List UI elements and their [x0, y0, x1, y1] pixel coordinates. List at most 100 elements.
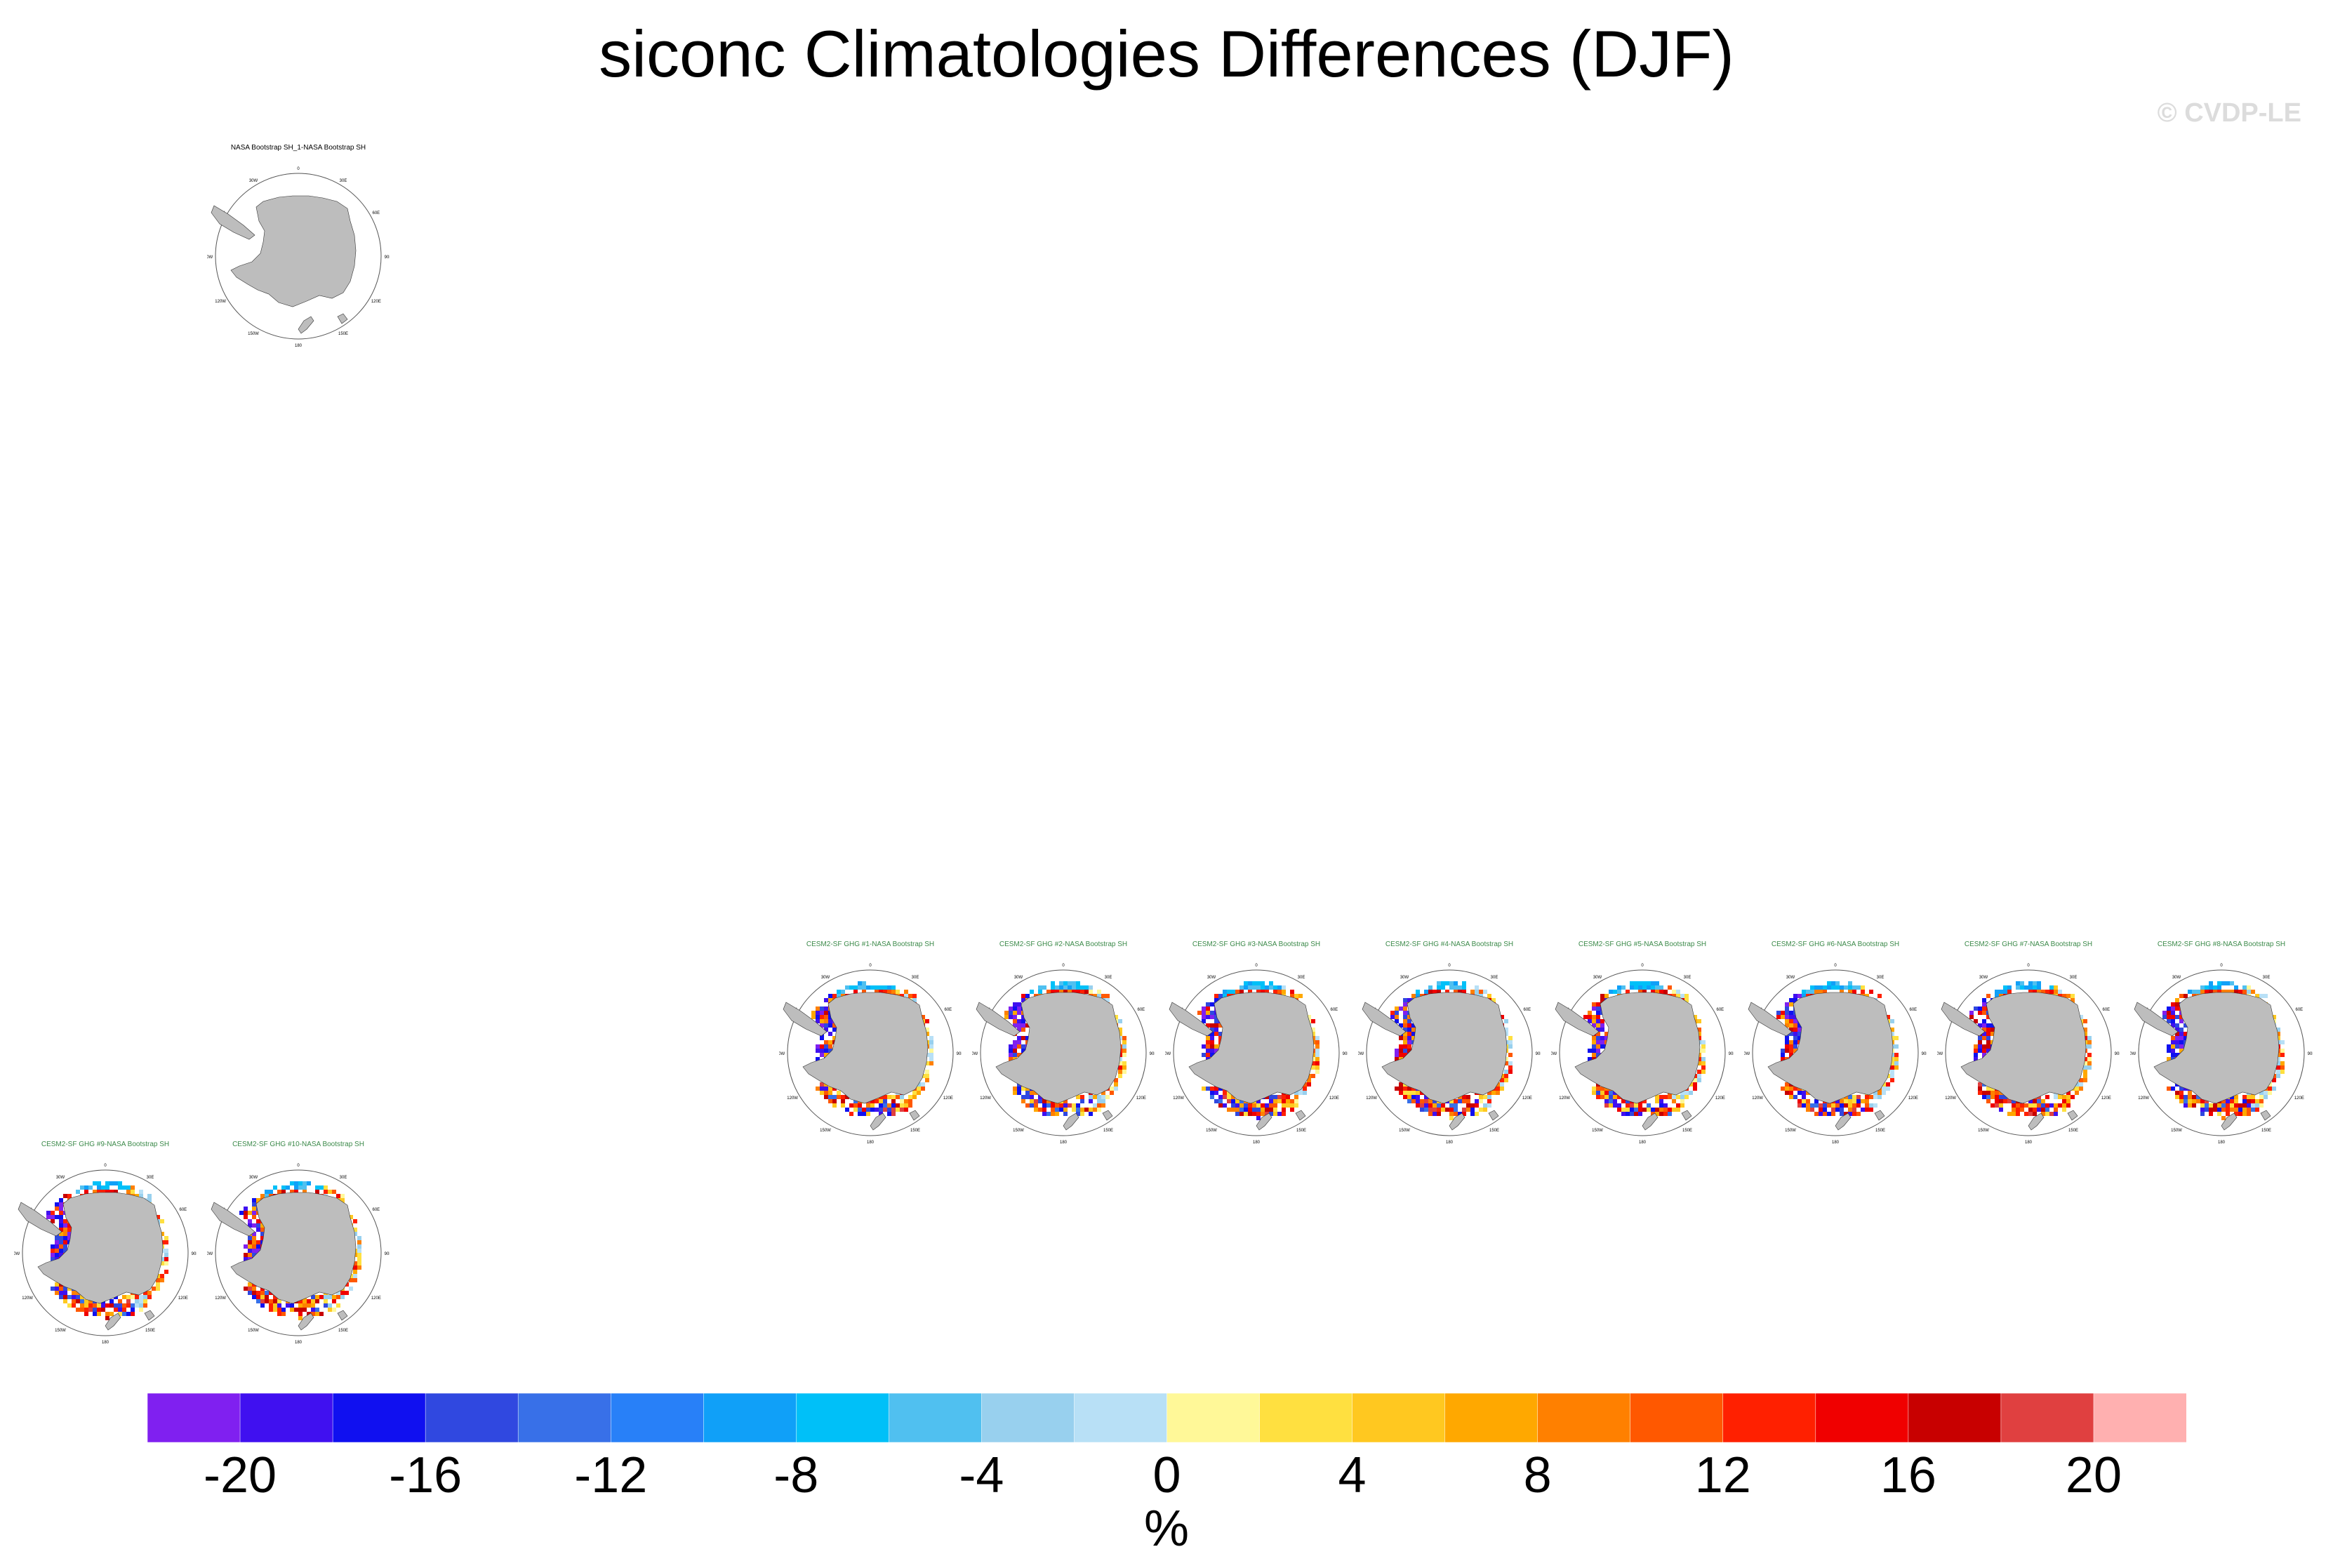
- longitude-label: 90W: [1358, 1052, 1364, 1056]
- longitude-label: 150E: [1296, 1129, 1306, 1133]
- difference-cell: [1433, 1103, 1437, 1108]
- difference-cell: [870, 1099, 875, 1103]
- difference-cell: [1986, 1040, 1990, 1044]
- difference-cell: [862, 985, 866, 990]
- difference-cell: [1844, 985, 1848, 990]
- difference-cell: [1017, 1087, 1021, 1091]
- difference-cell: [1269, 1099, 1273, 1103]
- difference-cell: [252, 1244, 256, 1249]
- difference-cell: [2276, 1065, 2280, 1070]
- longitude-label: 120E: [1522, 1096, 1532, 1101]
- difference-cell: [1021, 1036, 1025, 1040]
- longitude-label: 0: [2220, 964, 2223, 968]
- difference-cell: [76, 1190, 80, 1194]
- difference-cell: [1848, 1108, 1852, 1112]
- difference-cell: [820, 1006, 824, 1011]
- difference-cell: [281, 1190, 286, 1194]
- island-landmass: [337, 1310, 348, 1321]
- difference-cell: [1990, 1095, 1995, 1099]
- difference-cell: [164, 1236, 168, 1240]
- longitude-label: 30W: [821, 976, 830, 980]
- difference-cell: [1785, 1049, 1789, 1053]
- difference-cell: [1231, 1095, 1235, 1099]
- difference-cell: [1810, 990, 1814, 994]
- difference-cell: [824, 1028, 828, 1032]
- difference-cell: [1239, 1108, 1244, 1112]
- difference-cell: [1894, 1036, 1899, 1040]
- difference-cell: [1013, 1091, 1017, 1095]
- difference-cell: [2184, 1023, 2188, 1028]
- difference-cell: [887, 1095, 891, 1099]
- difference-cell: [1869, 1095, 1873, 1099]
- difference-cell: [1827, 985, 1831, 990]
- longitude-label: 180: [1639, 1141, 1647, 1145]
- difference-cell: [824, 1040, 828, 1044]
- difference-cell: [1017, 1028, 1021, 1032]
- map-panel-title: CESM2-SF GHG #7-NASA Bootstrap SH: [1964, 941, 2093, 948]
- difference-cell: [55, 1215, 59, 1219]
- difference-cell: [1068, 985, 1072, 990]
- difference-cell: [1101, 1103, 1105, 1108]
- difference-cell: [88, 1308, 93, 1312]
- difference-cell: [2058, 994, 2062, 998]
- difference-cell: [1458, 990, 1462, 994]
- difference-cell: [1483, 1095, 1487, 1099]
- longitude-label: 120E: [1908, 1096, 1918, 1101]
- difference-cell: [105, 1303, 109, 1308]
- difference-cell: [2171, 1023, 2175, 1028]
- difference-cell: [828, 1015, 832, 1019]
- difference-cell: [1290, 994, 1294, 998]
- difference-cell: [1303, 1091, 1307, 1095]
- difference-cell: [1508, 1070, 1513, 1074]
- difference-cell: [929, 1040, 933, 1044]
- difference-cell: [858, 981, 862, 985]
- difference-cell: [1042, 1099, 1046, 1103]
- longitude-label: 30W: [1014, 976, 1023, 980]
- difference-cell: [2167, 1049, 2171, 1053]
- difference-cell: [2184, 1103, 2188, 1108]
- difference-cell: [828, 1087, 832, 1091]
- difference-cell: [1046, 1103, 1051, 1108]
- difference-cell: [1223, 1091, 1227, 1095]
- difference-cell: [1592, 1049, 1596, 1053]
- difference-cell: [2037, 981, 2041, 985]
- difference-cell: [1789, 1091, 1793, 1095]
- difference-cell: [1785, 1002, 1789, 1006]
- colorbar-tick-label: -12: [574, 1447, 648, 1503]
- polar-map: 030E60E90E120E150E180150W120W90W60W30W: [14, 1164, 197, 1345]
- difference-cell: [2175, 1091, 2179, 1095]
- difference-cell: [2280, 1049, 2285, 1053]
- difference-cell: [816, 1057, 820, 1061]
- difference-cell: [252, 1287, 256, 1291]
- difference-cell: [828, 1040, 832, 1044]
- new-zealand-landmass: [1063, 1112, 1079, 1131]
- difference-cell: [84, 1190, 88, 1194]
- difference-cell: [1995, 1099, 1999, 1103]
- difference-cell: [1407, 1015, 1411, 1019]
- difference-cell: [908, 1103, 912, 1108]
- difference-cell: [1009, 1011, 1013, 1015]
- difference-cell: [1403, 1019, 1407, 1023]
- difference-cell: [1030, 1095, 1034, 1099]
- difference-cell: [1218, 1103, 1223, 1108]
- difference-cell: [1814, 1099, 1819, 1103]
- difference-cell: [1781, 1049, 1785, 1053]
- difference-cell: [1491, 998, 1496, 1002]
- polar-map: 030E60E90E120E150E180150W120W90W60W30W: [1165, 964, 1348, 1145]
- difference-cell: [2179, 1019, 2184, 1023]
- difference-cell: [2083, 1028, 2087, 1032]
- difference-cell: [164, 1257, 168, 1261]
- difference-cell: [55, 1249, 59, 1253]
- difference-cell: [1500, 1082, 1504, 1087]
- difference-cell: [260, 1236, 265, 1240]
- difference-cell: [1831, 985, 1835, 990]
- difference-cell: [891, 985, 896, 990]
- difference-cell: [1852, 1099, 1856, 1103]
- longitude-label: 60E: [1331, 1008, 1338, 1012]
- difference-cell: [1411, 1023, 1416, 1028]
- difference-cell: [1399, 1049, 1403, 1053]
- difference-cell: [1009, 1044, 1013, 1049]
- difference-cell: [1819, 1112, 1823, 1116]
- south-america-landmass: [18, 1202, 62, 1237]
- difference-cell: [1013, 1040, 1017, 1044]
